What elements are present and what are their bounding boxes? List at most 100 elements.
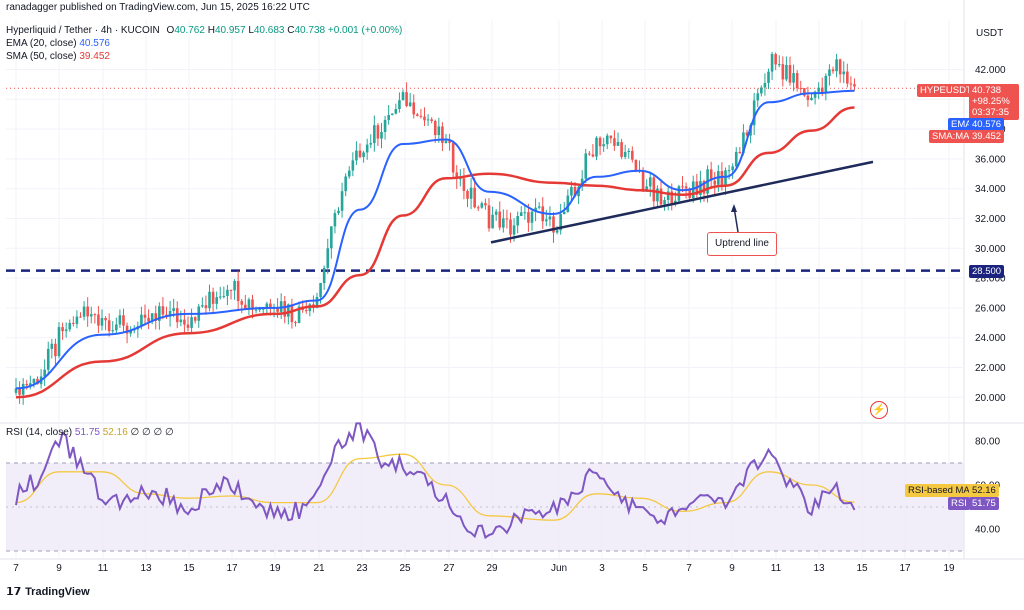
candle-body [584, 153, 588, 179]
annotation-arrowhead [731, 204, 737, 212]
candle-body [745, 132, 749, 136]
time-tick-label: 25 [399, 563, 411, 574]
candle-body [552, 216, 555, 233]
candle-body [459, 178, 462, 180]
candle-body [376, 125, 380, 139]
sma-legend-label: SMA (50, close) [6, 51, 77, 62]
candle-body [21, 383, 25, 395]
candle-body [444, 140, 448, 143]
candle-body [46, 348, 50, 370]
candle-body [785, 64, 788, 80]
candle-body [652, 177, 656, 202]
price-tick-label: 42.000 [975, 65, 1006, 76]
candle-body [351, 160, 355, 171]
candle-body [322, 267, 326, 284]
candle-body [684, 186, 688, 189]
candle-body [61, 327, 64, 332]
candle-body [68, 322, 72, 330]
tradingview-logo-icon: 𝟭𝟳 [6, 586, 22, 598]
candle-body [222, 295, 226, 297]
candle-body [233, 280, 236, 291]
candle-body [283, 301, 287, 317]
candle-body [512, 225, 516, 235]
candle-body [494, 211, 498, 215]
candle-body [287, 304, 290, 317]
price-tick-label: 32.000 [975, 214, 1006, 225]
sma-value-tag: 39.452 [969, 130, 1005, 143]
candle-body [516, 215, 519, 226]
candle-body [172, 308, 175, 311]
price-tag: 40.738 [972, 85, 1002, 96]
symbol-title: Hyperliquid / Tether · 4h · KUCOIN [6, 25, 160, 36]
sma-tag: SMA:MA [929, 130, 973, 143]
candle-body [254, 309, 258, 311]
candle-body [226, 289, 229, 296]
time-tick-label: 9 [729, 563, 735, 574]
time-tick-label: 11 [771, 563, 782, 574]
time-tick-label: 7 [13, 563, 19, 574]
candle-body [304, 310, 308, 312]
time-tick-label: 9 [56, 563, 62, 574]
candle-body [623, 151, 627, 157]
candle-body [484, 203, 487, 206]
rsi-tick-label: 40.00 [975, 525, 1000, 536]
candle-body [125, 325, 129, 334]
candle-body [448, 140, 451, 143]
candle-body [473, 187, 476, 208]
candle-body [537, 206, 541, 208]
lightning-icon[interactable]: ⚡ [870, 401, 888, 419]
price-tick-label: 36.000 [975, 154, 1006, 165]
candle-body [831, 69, 835, 72]
candle-body [276, 307, 279, 312]
time-tag: 03:37:35 [972, 107, 1009, 118]
candle-body [455, 172, 459, 179]
candle-body [147, 317, 150, 322]
sma50-line [15, 106, 855, 399]
candle-body [25, 383, 29, 386]
candle-body [602, 144, 605, 147]
candle-body [505, 218, 509, 220]
rsi-tag: RSI [948, 497, 970, 510]
candle-body [129, 330, 132, 334]
time-tick-label: 13 [140, 563, 152, 574]
time-tick-label: 19 [943, 563, 955, 574]
candle-body [770, 54, 774, 72]
candle-body [340, 191, 344, 211]
time-tick-label: 19 [269, 563, 281, 574]
candle-body [842, 71, 846, 75]
candle-body [559, 214, 562, 231]
candle-body [290, 304, 294, 323]
candle-body [218, 296, 222, 298]
support-tag: 28.500 [969, 265, 1005, 278]
candle-body [774, 54, 777, 65]
candle-body [373, 125, 376, 144]
ema20-line [15, 89, 855, 390]
candle-body [208, 291, 211, 309]
candle-body [803, 88, 806, 96]
candle-body [441, 126, 444, 143]
candle-body [54, 343, 57, 357]
candle-body [140, 314, 143, 327]
candle-body [79, 316, 82, 318]
candle-body [401, 92, 405, 101]
candle-body [269, 303, 272, 309]
candle-body [702, 180, 706, 194]
candle-body [405, 92, 408, 107]
rsi-legend-rest: ∅ ∅ ∅ ∅ [130, 427, 174, 438]
candle-body [795, 73, 799, 89]
candle-body [523, 212, 527, 214]
time-tick-label: 7 [686, 563, 692, 574]
candle-body [462, 178, 466, 191]
ohlc-close-label: C [287, 25, 295, 36]
candle-body [469, 187, 473, 199]
candle-body [577, 186, 580, 197]
candle-body [154, 313, 158, 321]
candle-body [781, 64, 785, 80]
price-tick-label: 26.000 [975, 303, 1006, 314]
candle-body [788, 64, 792, 83]
candle-body [713, 180, 717, 185]
candle-body [813, 91, 817, 98]
candle-body [734, 151, 738, 167]
candle-body [627, 150, 631, 152]
time-tick-label: 5 [642, 563, 648, 574]
